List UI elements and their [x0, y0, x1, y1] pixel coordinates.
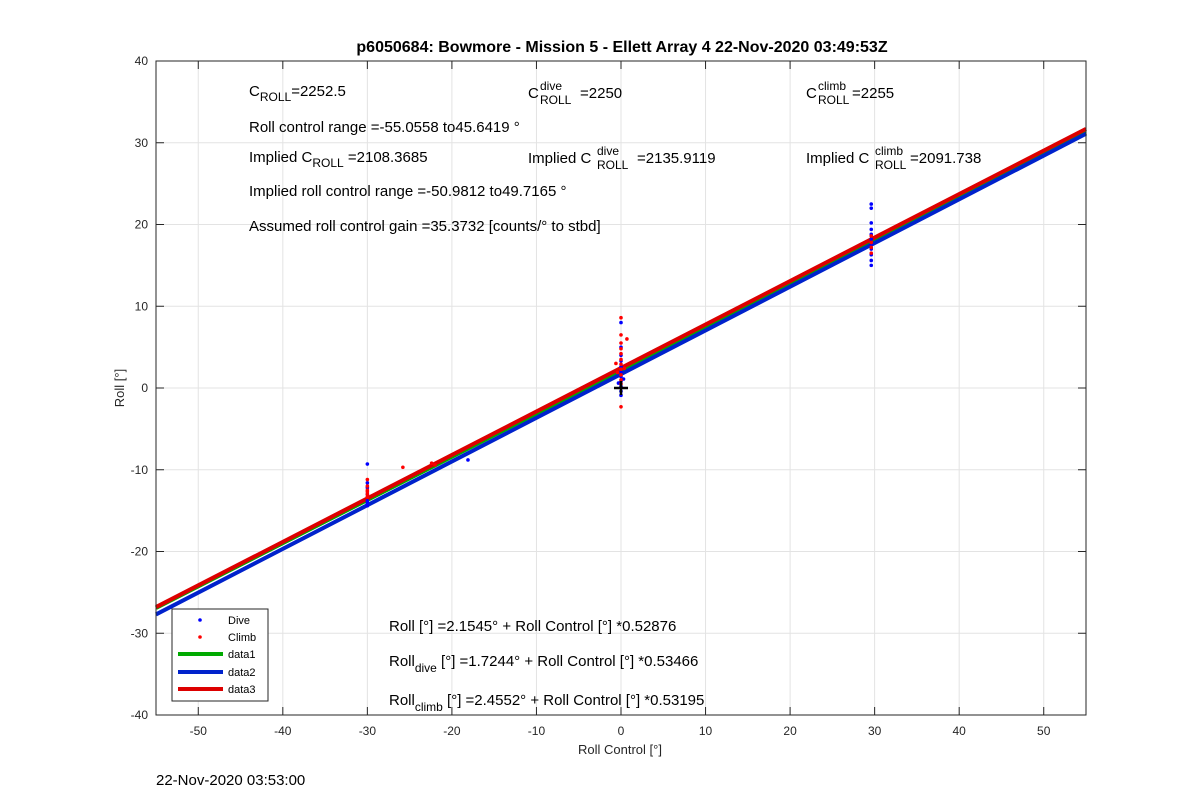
y-tick-label: -10: [131, 463, 149, 477]
annotation-roll-control-gain: Assumed roll control gain =35.3732 [coun…: [249, 218, 601, 235]
dive-point: [365, 481, 370, 485]
dive-point: [869, 202, 874, 206]
dive-point: [365, 501, 370, 506]
climb-point: [433, 463, 437, 467]
dive-point: [466, 458, 470, 462]
climb-point: [365, 484, 370, 488]
y-tick-label: 20: [135, 218, 149, 232]
annotation-fit-dive: Rolldive [°] =1.7244° + Roll Control [°]…: [389, 653, 698, 675]
climb-point: [619, 333, 623, 337]
y-tick-label: 30: [135, 136, 149, 150]
climb-point: [619, 341, 623, 345]
y-axis-label: Roll [°]: [112, 369, 127, 407]
climb-point: [429, 461, 434, 466]
y-tick-label: -30: [131, 626, 149, 640]
axis-ticks: -50 -40 -30 -20 -10 0 10 20 30 40 50 -40 -30 -20 -10 0 1…: [131, 54, 1086, 738]
x-tick-label: -10: [528, 724, 546, 738]
legend-marker-climb: [198, 635, 202, 639]
climb-point: [619, 373, 623, 377]
climb-point: [619, 367, 623, 371]
x-tick-label: 30: [868, 724, 882, 738]
y-tick-label: 0: [141, 381, 148, 395]
climb-point: [365, 477, 370, 482]
annotation-implied-c-roll-climb: Implied C climb ROLL =2091.738: [806, 142, 981, 173]
climb-point: [869, 234, 874, 238]
annotation-fit-climb: Rollclimb [°] =2.4552° + Roll Control [°…: [389, 692, 704, 714]
dive-point: [869, 258, 874, 263]
legend-label-data3: data3: [228, 684, 256, 696]
dive-point: [869, 227, 874, 232]
x-tick-label: 20: [783, 724, 797, 738]
y-tick-label: 40: [135, 54, 149, 68]
climb-point: [619, 378, 623, 382]
y-tick-label: -40: [131, 708, 149, 722]
annotation-c-roll-dive: C dive ROLL =2250: [528, 77, 622, 108]
climb-point: [365, 490, 370, 494]
legend-label-dive: Dive: [228, 615, 250, 627]
climb-point: [619, 362, 623, 367]
legend-label-data2: data2: [228, 667, 256, 679]
dive-point: [869, 206, 874, 210]
legend: Dive Climb data1 data2 data3: [171, 608, 269, 702]
annotation-implied-c-roll-dive: Implied C dive ROLL =2135.9119: [528, 142, 716, 173]
legend-label-climb: Climb: [228, 632, 256, 644]
chart-title: p6050684: Bowmore - Mission 5 - Ellett A…: [356, 39, 887, 56]
y-tick-label: 10: [135, 299, 149, 313]
annotation-roll-control-range: Roll control range =-55.0558 to45.6419 °: [249, 119, 520, 136]
x-axis-label: Roll Control [°]: [578, 742, 662, 757]
climb-point: [614, 361, 618, 366]
climb-point: [619, 346, 623, 351]
climb-point: [619, 405, 623, 409]
x-tick-label: -30: [359, 724, 377, 738]
dive-point: [869, 237, 874, 242]
climb-point: [869, 245, 874, 250]
y-tick-label: -20: [131, 545, 149, 559]
origin-cross-marker: [614, 381, 628, 395]
climb-point: [619, 351, 623, 356]
x-tick-label: 40: [953, 724, 967, 738]
x-tick-label: 50: [1037, 724, 1051, 738]
annotation-c-roll-climb: C climb ROLL =2255: [806, 77, 894, 108]
annotation-implied-c-roll: Implied CROLL =2108.3685: [249, 149, 428, 170]
climb-point: [401, 465, 405, 470]
climb-point: [619, 315, 623, 320]
climb-point: [365, 494, 370, 499]
dive-point: [869, 263, 874, 268]
dive-point: [869, 221, 874, 225]
x-tick-label: -50: [190, 724, 208, 738]
annotation-implied-roll-range: Implied roll control range =-50.9812 to4…: [249, 183, 566, 200]
x-tick-label: 10: [699, 724, 713, 738]
x-tick-label: -40: [274, 724, 292, 738]
annotation-c-roll: CROLL=2252.5: [249, 83, 346, 104]
dive-point: [365, 462, 370, 466]
climb-point: [869, 251, 874, 255]
legend-marker-dive: [198, 618, 202, 622]
legend-label-data1: data1: [228, 649, 256, 661]
climb-point: [625, 337, 629, 341]
x-tick-label: 0: [618, 724, 625, 738]
climb-point: [615, 370, 620, 375]
footer-timestamp: 22-Nov-2020 03:53:00: [156, 772, 306, 789]
annotation-fit-all: Roll [°] =2.1545° + Roll Control [°] *0.…: [389, 618, 676, 635]
climb-point: [622, 366, 627, 371]
climb-point: [619, 357, 623, 362]
climb-point: [869, 240, 874, 245]
dive-point: [619, 320, 623, 325]
x-tick-label: -20: [443, 724, 461, 738]
